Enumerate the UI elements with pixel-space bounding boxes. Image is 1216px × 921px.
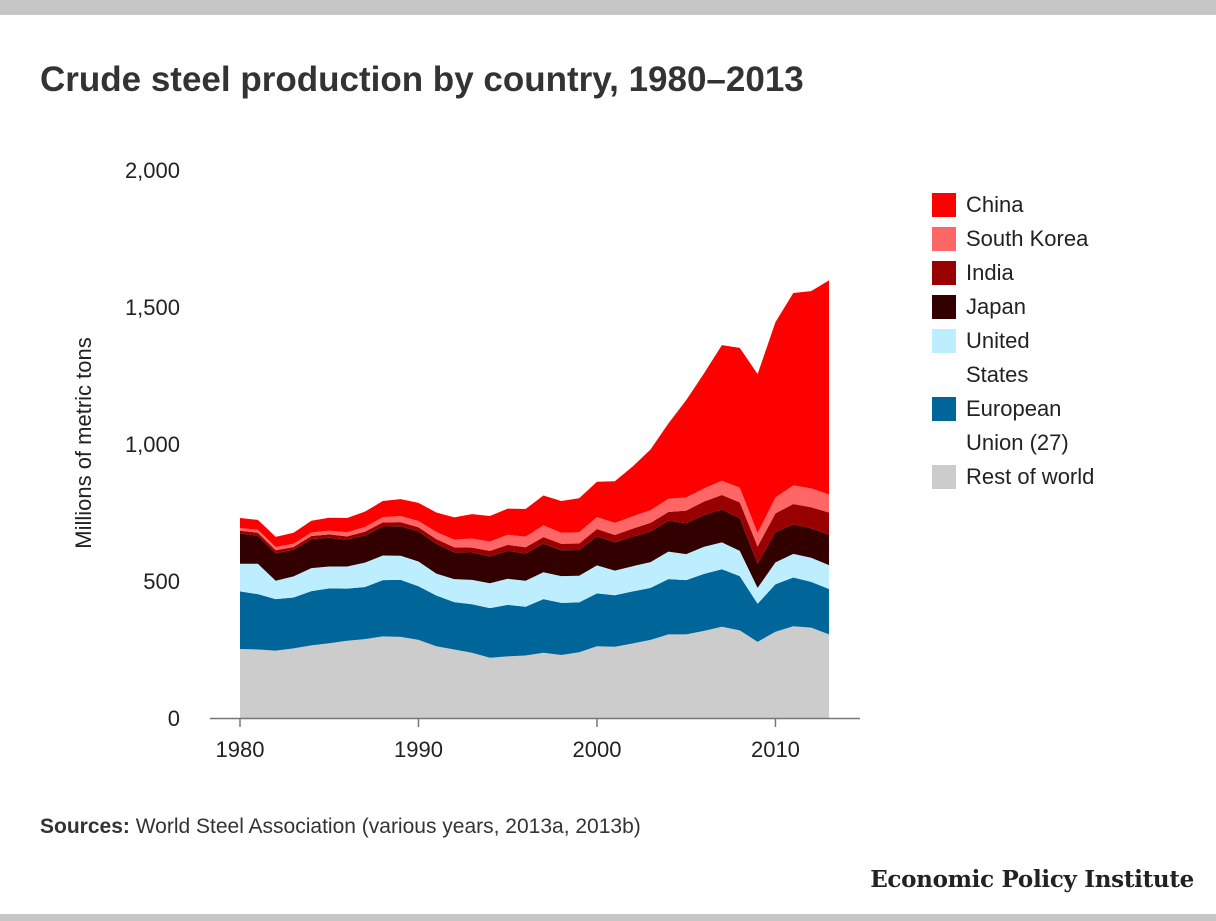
sources-text: World Steel Association (various years, … xyxy=(129,815,641,838)
legend-label-japan: Japan xyxy=(966,294,1026,319)
bottom-border-bar xyxy=(0,914,1216,921)
brand-logo-text: Economic Policy Institute xyxy=(870,866,1194,893)
area-rest-of-world xyxy=(240,626,829,718)
legend-swatch-india xyxy=(932,261,956,285)
legend-item-rest-of-world: Rest of world xyxy=(932,460,1132,494)
area-series-group xyxy=(240,280,829,718)
x-tick-label-2010: 2010 xyxy=(751,737,800,762)
sources-note: Sources: World Steel Association (variou… xyxy=(40,815,641,839)
y-tick-label-500: 500 xyxy=(143,569,180,594)
x-tick-label-2000: 2000 xyxy=(572,737,621,762)
legend-label-european-union-27: European Union (27) xyxy=(966,396,1069,455)
y-tick-label-1500: 1,500 xyxy=(125,295,180,320)
legend-item-south-korea: South Korea xyxy=(932,222,1132,256)
sources-label: Sources: xyxy=(40,815,130,838)
legend-item-japan: Japan xyxy=(932,290,1132,324)
area-india xyxy=(240,494,829,564)
legend: China South Korea India Japan United States E… xyxy=(932,188,1132,494)
area-united-states xyxy=(240,542,829,609)
legend-item-european-union-27: European Union (27) xyxy=(932,392,1132,460)
y-tick-label-0: 0 xyxy=(168,706,180,731)
legend-label-united-states: United States xyxy=(966,328,1030,387)
top-border-bar xyxy=(0,0,1216,15)
legend-label-china: China xyxy=(966,192,1024,217)
legend-swatch-rest-of-world xyxy=(932,465,956,489)
axes-group: 1980 1990 2000 2010 0 500 1,000 1,500 2,000 xyxy=(125,158,860,762)
x-tick-label-1990: 1990 xyxy=(394,737,443,762)
y-tick-label-2000: 2,000 xyxy=(125,158,180,183)
area-south-korea xyxy=(240,480,829,551)
legend-swatch-china xyxy=(932,193,956,217)
legend-swatch-european-union-27 xyxy=(932,397,956,421)
area-european-union-27 xyxy=(240,569,829,658)
legend-item-india: India xyxy=(932,256,1132,290)
legend-label-south-korea: South Korea xyxy=(966,226,1089,251)
y-tick-label-1000: 1,000 xyxy=(125,432,180,457)
area-china xyxy=(240,280,829,548)
legend-item-china: China xyxy=(932,188,1132,222)
legend-label-rest-of-world: Rest of world xyxy=(966,464,1095,489)
legend-label-india: India xyxy=(966,260,1014,285)
x-tick-label-1980: 1980 xyxy=(216,737,265,762)
chart-title: Crude steel production by country, 1980–… xyxy=(40,60,804,99)
legend-swatch-united-states xyxy=(932,329,956,353)
legend-item-united-states: United States xyxy=(932,324,1132,392)
legend-swatch-japan xyxy=(932,295,956,319)
legend-swatch-south-korea xyxy=(932,227,956,251)
